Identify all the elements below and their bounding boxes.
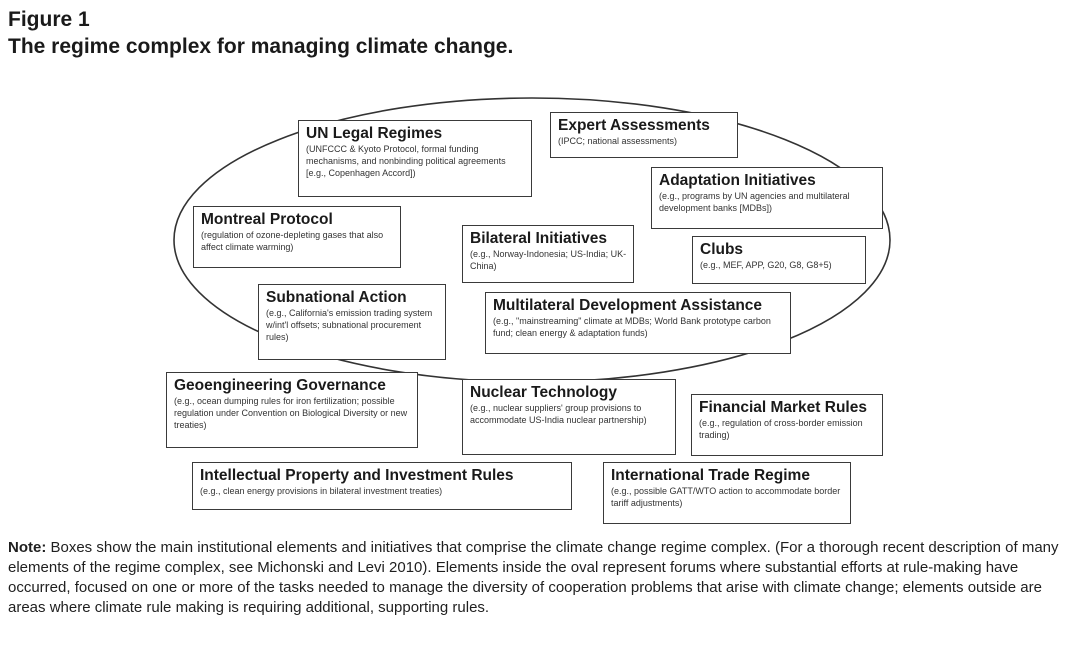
box-montreal-protocol: Montreal Protocol (regulation of ozone-d… [193, 206, 401, 268]
box-geoengineering-governance: Geoengineering Governance (e.g., ocean d… [166, 372, 418, 448]
box-title: Financial Market Rules [699, 399, 867, 416]
box-title: Multilateral Development Assistance [493, 297, 763, 314]
box-description: (IPCC; national assessments) [558, 136, 678, 146]
box-financial-market-rules: Financial Market Rules (e.g., regulation… [691, 394, 883, 456]
box-description: (e.g., programs by UN agencies and multi… [659, 191, 850, 213]
box-title: Bilateral Initiatives [470, 230, 607, 247]
box-description: (e.g., nuclear suppliers' group provisio… [470, 403, 647, 425]
box-title: Expert Assessments [558, 117, 710, 134]
figure-title: The regime complex for managing climate … [8, 35, 514, 58]
box-un-legal-regimes: UN Legal Regimes (UNFCCC & Kyoto Protoco… [298, 120, 532, 197]
box-description: (regulation of ozone-depleting gases tha… [201, 230, 384, 252]
box-description: (e.g., regulation of cross-border emissi… [699, 418, 863, 440]
figure-note: Note: Boxes show the main institutional … [8, 538, 1074, 618]
box-title: Clubs [700, 241, 744, 258]
box-nuclear-technology: Nuclear Technology (e.g., nuclear suppli… [462, 379, 676, 455]
figure-label: Figure 1 [8, 8, 90, 31]
box-title: Subnational Action [266, 289, 407, 306]
box-title: International Trade Regime [611, 467, 810, 484]
box-title: Montreal Protocol [201, 211, 333, 228]
box-description: (e.g., Norway-Indonesia; US-India; UK-Ch… [470, 249, 627, 271]
box-description: (e.g., clean energy provisions in bilate… [200, 486, 443, 496]
box-title: Intellectual Property and Investment Rul… [200, 467, 514, 484]
box-intellectual-property-and-investment-rules: Intellectual Property and Investment Rul… [192, 462, 572, 510]
box-title: Nuclear Technology [470, 384, 617, 401]
box-international-trade-regime: International Trade Regime (e.g., possib… [603, 462, 851, 524]
note-label: Note: [8, 539, 47, 556]
box-bilateral-initiatives: Bilateral Initiatives (e.g., Norway-Indo… [462, 225, 634, 283]
box-description: (UNFCCC & Kyoto Protocol, formal funding… [306, 144, 506, 178]
box-title: UN Legal Regimes [306, 125, 443, 142]
box-clubs: Clubs (e.g., MEF, APP, G20, G8, G8+5) [692, 236, 866, 284]
box-description: (e.g., ocean dumping rules for iron fert… [174, 396, 408, 430]
box-description: (e.g., California's emission trading sys… [266, 308, 433, 342]
box-subnational-action: Subnational Action (e.g., California's e… [258, 284, 446, 360]
box-expert-assessments: Expert Assessments (IPCC; national asses… [550, 112, 738, 158]
box-adaptation-initiatives: Adaptation Initiatives (e.g., programs b… [651, 167, 883, 229]
box-title: Adaptation Initiatives [659, 172, 816, 189]
box-description: (e.g., MEF, APP, G20, G8, G8+5) [700, 260, 832, 270]
box-description: (e.g., possible GATT/WTO action to accom… [611, 486, 841, 508]
box-description: (e.g., "mainstreaming" climate at MDBs; … [493, 316, 771, 338]
box-multilateral-development-assistance: Multilateral Development Assistance (e.g… [485, 292, 791, 354]
box-title: Geoengineering Governance [174, 377, 386, 394]
note-text: Boxes show the main institutional elemen… [8, 539, 1059, 616]
